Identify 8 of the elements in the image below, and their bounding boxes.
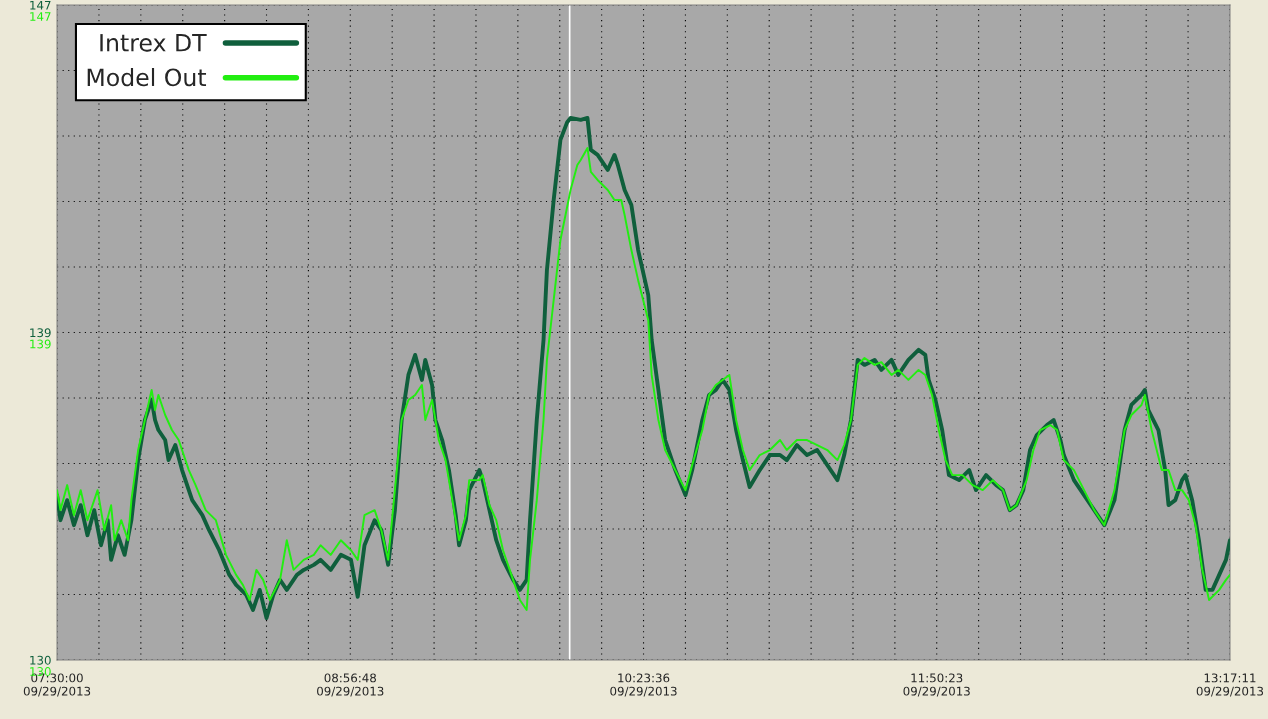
x-tick-label: 13:17:11 09/29/2013 [1196,673,1264,697]
x-tick-label: 08:56:48 09/29/2013 [317,673,384,697]
x-tick-label: 11:50:23 09/29/2013 [903,673,970,697]
y-tick-label: 147 [30,12,51,21]
x-tick-label: 10:23:36 09/29/2013 [610,673,677,697]
legend-label: Model Out [87,68,207,87]
legend-label: Intrex DT [100,34,207,52]
y-tick-label: 139 [30,339,51,349]
